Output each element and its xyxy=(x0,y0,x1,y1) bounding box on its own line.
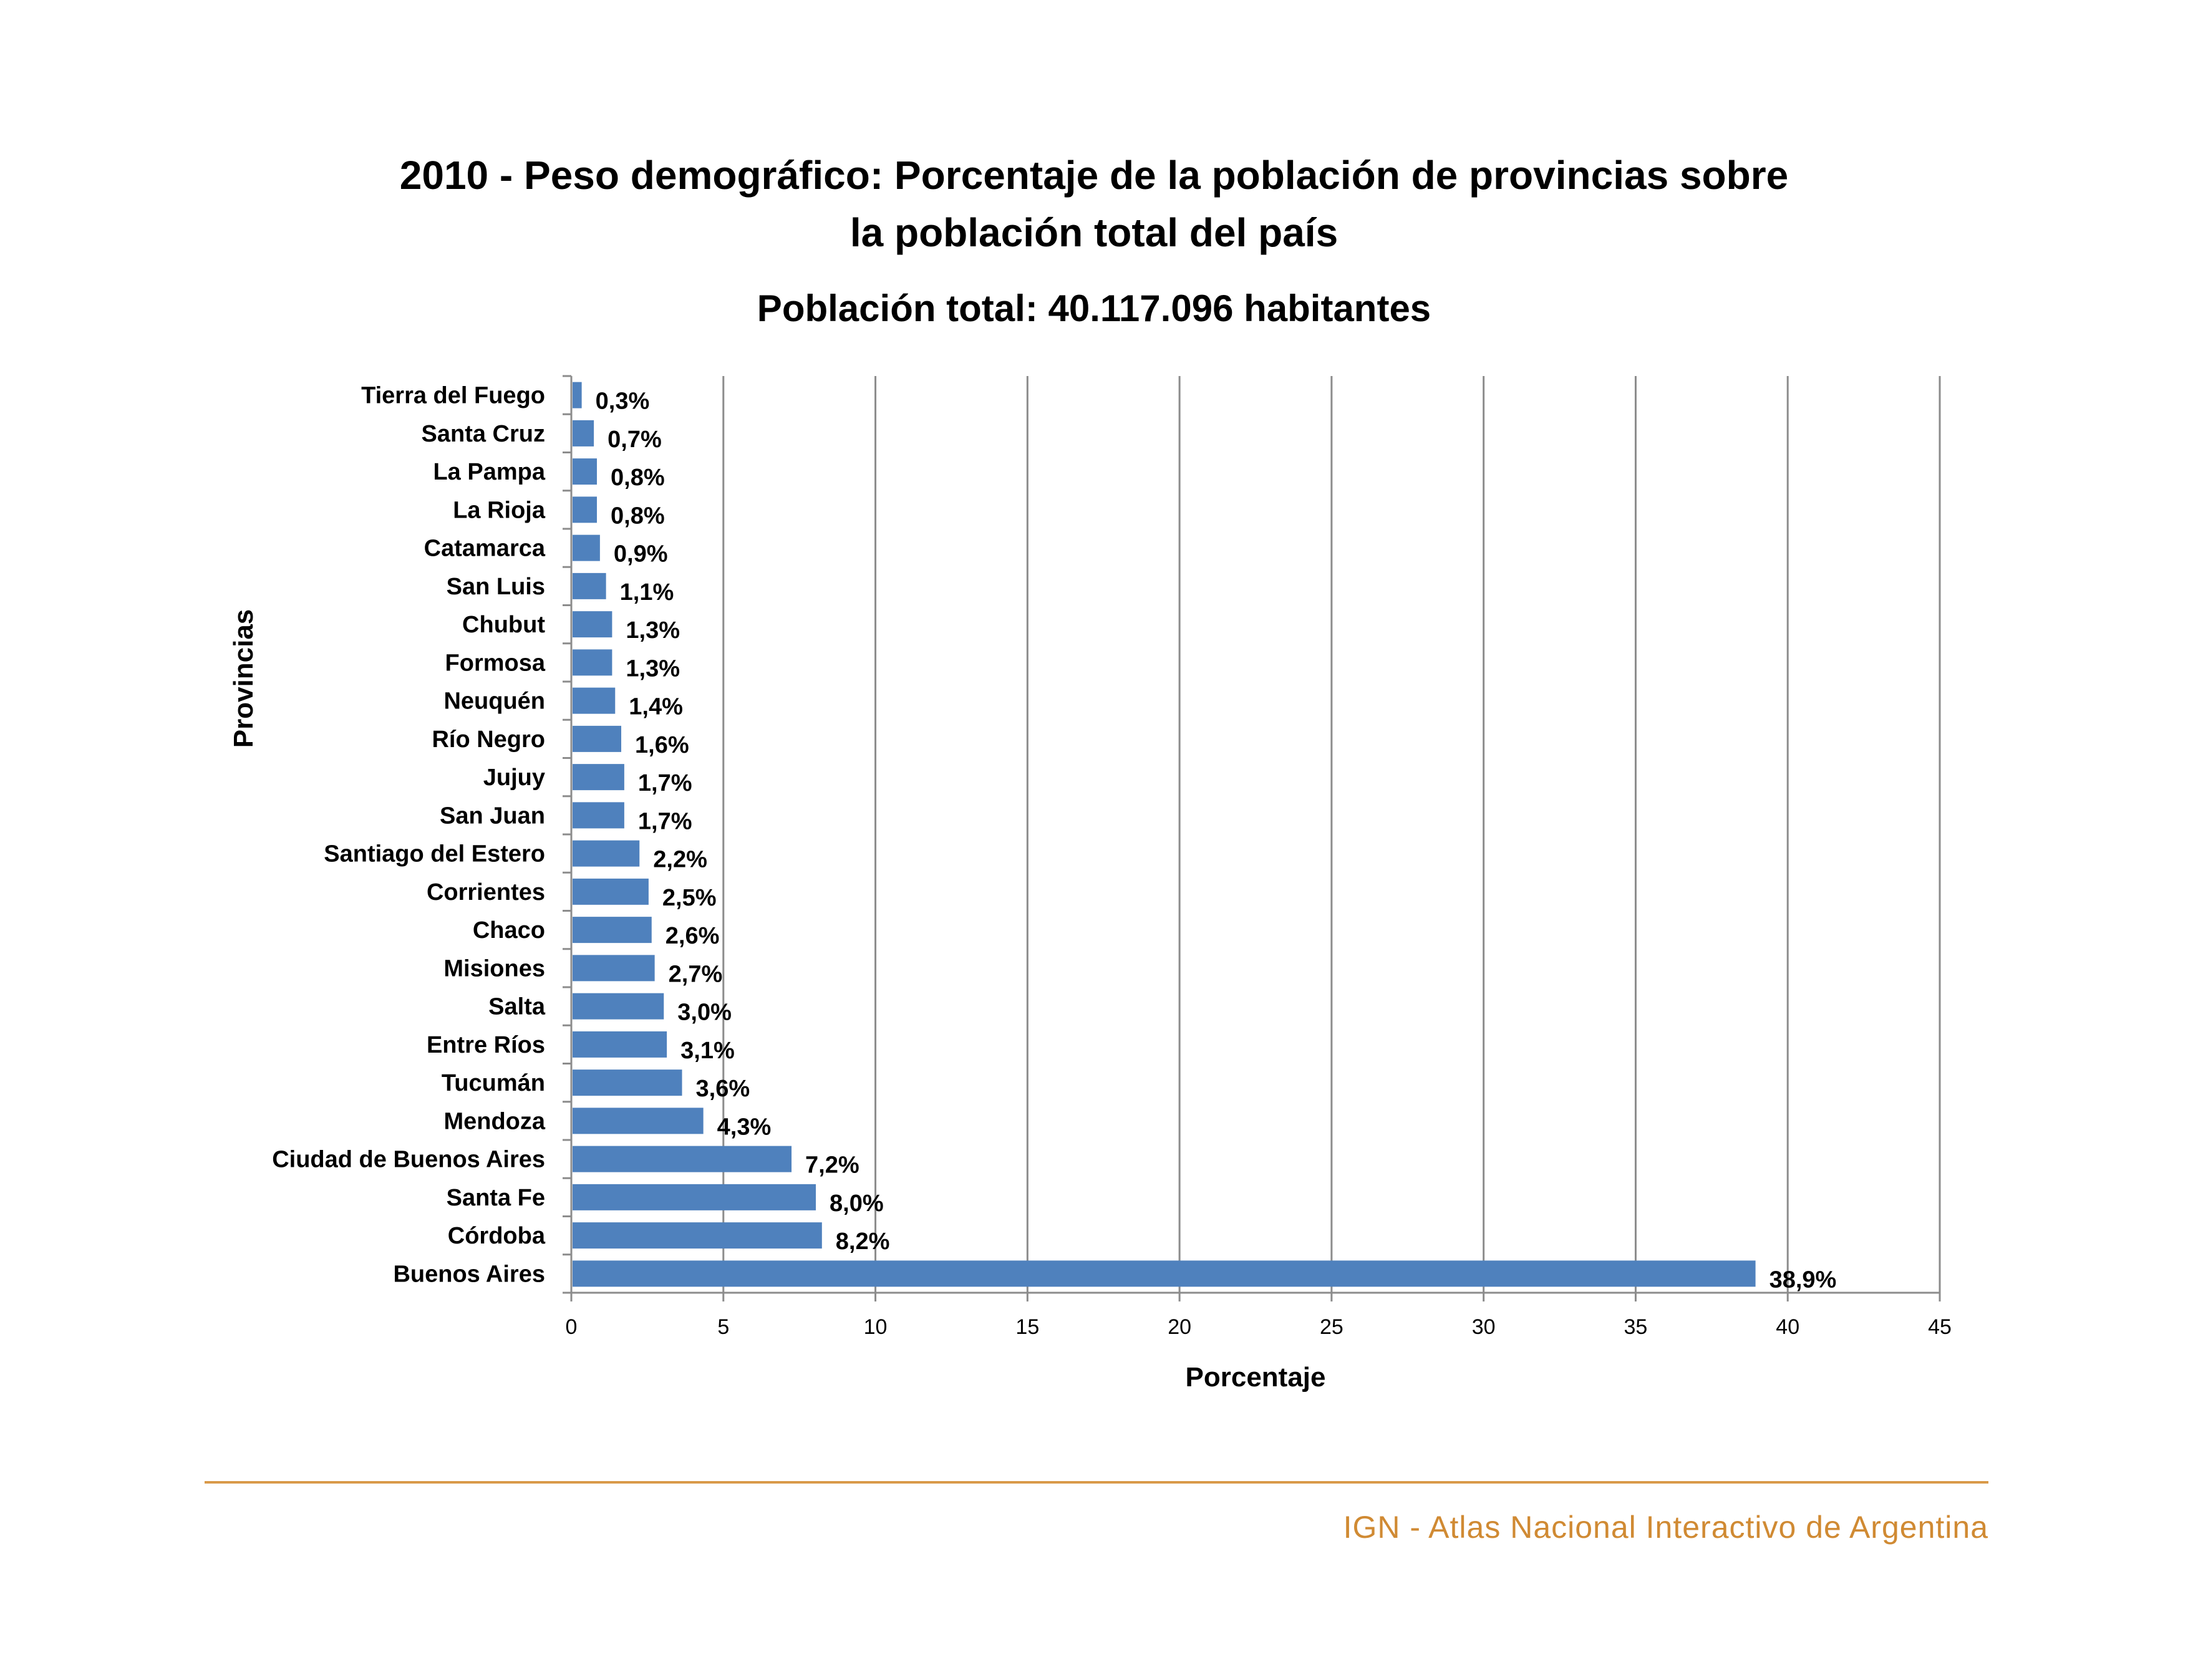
x-tick-label: 45 xyxy=(1928,1315,1952,1339)
data-label: 0,9% xyxy=(614,541,668,567)
category-label: Chaco xyxy=(473,917,545,944)
data-label: 0,8% xyxy=(611,465,665,491)
category-label: Santiago del Estero xyxy=(324,841,545,867)
data-label: 1,7% xyxy=(638,808,692,834)
chart-title-line-1: 2010 - Peso demográfico: Porcentaje de l… xyxy=(399,153,1789,198)
data-label: 2,2% xyxy=(653,847,707,873)
data-label: 1,6% xyxy=(635,732,689,758)
x-tick-label: 35 xyxy=(1624,1315,1648,1339)
bar xyxy=(573,649,612,676)
category-label: Formosa xyxy=(445,650,546,676)
data-label: 1,3% xyxy=(626,655,680,682)
category-label: San Juan xyxy=(440,803,545,829)
x-tick-label: 20 xyxy=(1168,1315,1191,1339)
bar xyxy=(573,878,649,905)
x-tick-label: 40 xyxy=(1776,1315,1799,1339)
bar xyxy=(573,1184,816,1210)
category-label: Santa Fe xyxy=(447,1185,545,1211)
category-label: Entre Ríos xyxy=(427,1032,545,1058)
data-label: 38,9% xyxy=(1769,1267,1837,1293)
bar xyxy=(573,1222,822,1249)
data-label: 3,1% xyxy=(680,1038,735,1064)
category-label: Buenos Aires xyxy=(393,1261,545,1287)
x-tick-label: 15 xyxy=(1015,1315,1039,1339)
category-label: Misiones xyxy=(443,955,545,982)
bar xyxy=(573,572,606,599)
bar xyxy=(573,496,598,523)
bar xyxy=(573,458,598,485)
x-tick-label: 25 xyxy=(1320,1315,1343,1339)
data-label: 7,2% xyxy=(805,1152,859,1179)
category-label: La Rioja xyxy=(453,497,546,523)
bar xyxy=(573,1069,682,1096)
footer-divider xyxy=(205,1481,1988,1484)
data-label: 1,1% xyxy=(620,579,674,606)
bar xyxy=(573,840,640,867)
data-label: 2,7% xyxy=(669,961,723,987)
category-label: Tucumán xyxy=(442,1070,545,1096)
category-label: Corrientes xyxy=(427,879,545,905)
data-label: 1,4% xyxy=(629,694,683,720)
bar xyxy=(573,1146,792,1172)
category-label: Salta xyxy=(488,994,546,1020)
bar xyxy=(573,993,664,1020)
x-tick-label: 30 xyxy=(1472,1315,1496,1339)
category-label: Santa Cruz xyxy=(422,421,545,447)
category-label: Córdoba xyxy=(448,1223,546,1249)
data-label: 3,0% xyxy=(677,1000,732,1026)
data-label: 8,0% xyxy=(830,1190,884,1217)
chart-title-line-2: la población total del país xyxy=(850,210,1338,255)
bar xyxy=(573,802,624,829)
data-label: 4,3% xyxy=(717,1114,772,1140)
bar xyxy=(573,1260,1756,1287)
data-label: 3,6% xyxy=(696,1076,750,1102)
data-label: 8,2% xyxy=(836,1229,890,1255)
bar xyxy=(573,382,582,408)
category-label: La Pampa xyxy=(433,459,545,485)
category-label: Tierra del Fuego xyxy=(361,383,545,409)
category-label: San Luis xyxy=(447,574,545,600)
bar xyxy=(573,420,594,447)
x-tick-label: 5 xyxy=(717,1315,729,1339)
bar xyxy=(573,1108,704,1134)
x-tick-label: 10 xyxy=(864,1315,888,1339)
category-label: Río Negro xyxy=(432,727,545,753)
data-label: 0,3% xyxy=(596,389,650,415)
category-label: Neuquén xyxy=(443,688,545,715)
x-axis-title: Porcentaje xyxy=(1186,1362,1326,1393)
chart-subtitle: Población total: 40.117.096 habitantes xyxy=(757,287,1431,329)
x-tick-label: 0 xyxy=(566,1315,578,1339)
data-label: 2,5% xyxy=(662,885,717,911)
bar xyxy=(573,611,612,638)
bar xyxy=(573,1031,667,1058)
data-label: 1,7% xyxy=(638,770,692,796)
bar xyxy=(573,687,616,714)
category-label: Chubut xyxy=(462,612,545,638)
category-label: Ciudad de Buenos Aires xyxy=(272,1147,545,1173)
data-label: 1,3% xyxy=(626,617,680,644)
data-label: 2,6% xyxy=(666,923,720,949)
bar xyxy=(573,955,655,982)
bar xyxy=(573,534,600,561)
category-label: Mendoza xyxy=(443,1108,545,1134)
data-label: 0,7% xyxy=(608,427,662,453)
category-label: Jujuy xyxy=(483,765,545,791)
category-label: Catamarca xyxy=(424,536,546,562)
bar xyxy=(573,725,622,752)
footer-credit: IGN - Atlas Nacional Interactivo de Arge… xyxy=(1343,1510,1988,1545)
data-label: 0,8% xyxy=(611,503,665,529)
y-axis-title: Provincias xyxy=(228,609,259,748)
bar xyxy=(573,917,652,944)
chart-title: 2010 - Peso demográfico: Porcentaje de l… xyxy=(0,147,2188,261)
bar xyxy=(573,764,624,791)
